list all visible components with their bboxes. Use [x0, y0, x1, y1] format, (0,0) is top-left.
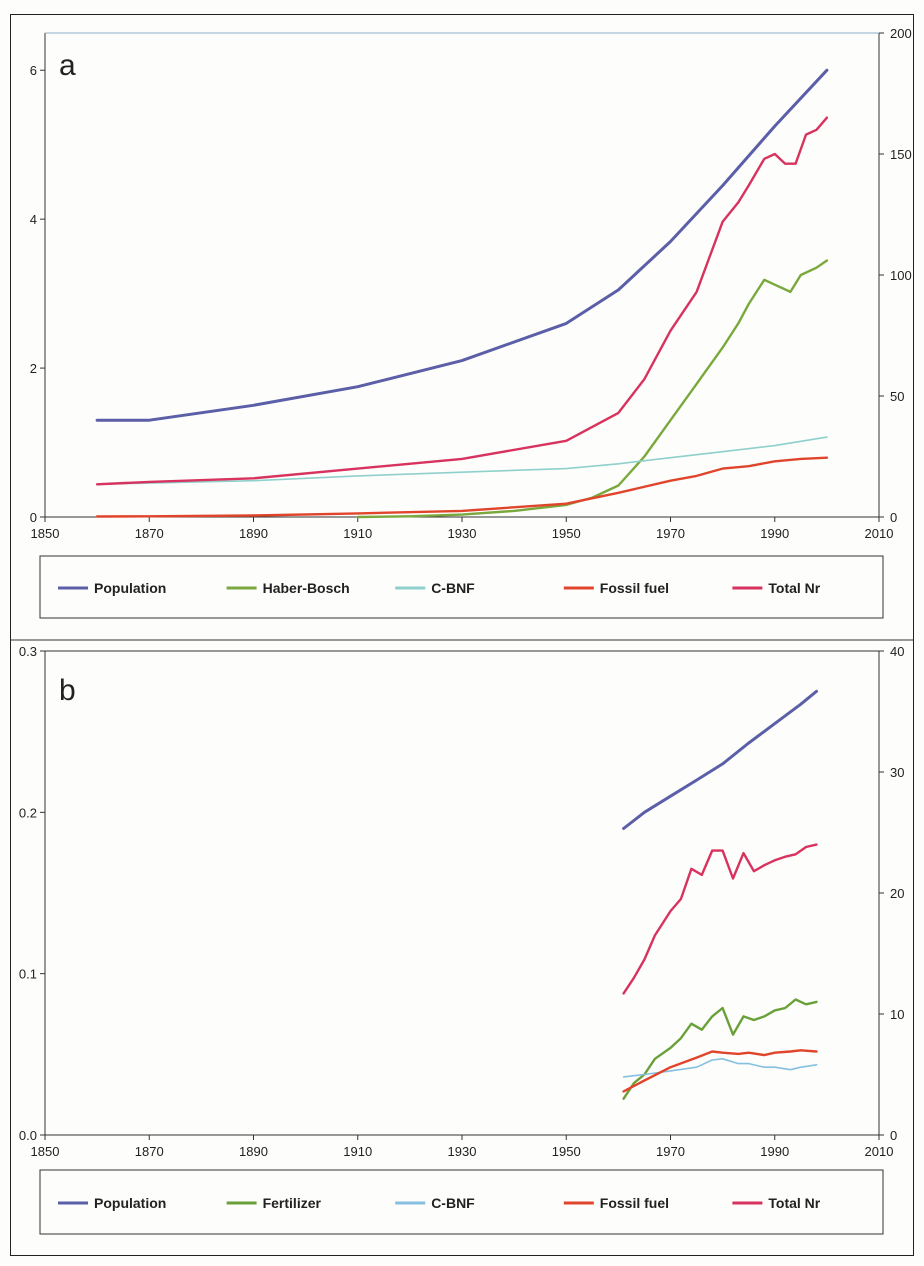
y-right-tick-label: 0 — [890, 510, 897, 525]
series-line-population — [95, 68, 829, 422]
y-right-tick-label: 30 — [890, 765, 904, 780]
x-tick-label: 1930 — [448, 526, 477, 541]
series-line-population — [622, 689, 818, 830]
legend-label: Fossil fuel — [600, 580, 669, 596]
legend: Population Fertilizer C-BNF Fossil fuel Tota… — [39, 1169, 884, 1235]
series-line-fertilizer — [622, 998, 818, 1100]
panel-label: a — [59, 49, 76, 82]
x-tick-label: 1950 — [552, 1144, 581, 1159]
legend-label: Population — [94, 580, 166, 596]
y-right-tick-label: 20 — [890, 886, 904, 901]
x-tick-label: 1910 — [343, 526, 372, 541]
x-tick-label: 1950 — [552, 526, 581, 541]
x-tick-label: 1890 — [239, 526, 268, 541]
x-tick-label: 1870 — [135, 1144, 164, 1159]
y-right-tick-label: 10 — [890, 1007, 904, 1022]
x-tick-label: 1890 — [239, 1144, 268, 1159]
legend-box — [39, 1169, 884, 1235]
series-line-fossil-fuel — [95, 456, 829, 518]
x-tick-label: 2010 — [865, 526, 894, 541]
legend-label: Total Nr — [768, 580, 820, 596]
legend-label: Population — [94, 1195, 166, 1211]
x-tick-label: 1850 — [31, 526, 60, 541]
y-right-tick-label: 150 — [890, 147, 912, 162]
x-tick-label: 1910 — [343, 1144, 372, 1159]
legend-label: Fossil fuel — [600, 1195, 669, 1211]
y-left-tick-label: 6 — [30, 63, 37, 78]
y-left-tick-label: 4 — [30, 212, 37, 227]
x-tick-label: 1870 — [135, 526, 164, 541]
figure-frame — [10, 14, 914, 1256]
y-left-tick-label: 0.3 — [19, 644, 37, 659]
legend: Population Haber-Bosch C-BNF Fossil fuel Tot… — [39, 555, 884, 619]
x-tick-label: 1990 — [760, 1144, 789, 1159]
y-left-tick-label: 0.0 — [19, 1128, 37, 1143]
series-line-total-nr — [622, 843, 818, 995]
panel-label: b — [59, 674, 76, 707]
x-tick-label: 1970 — [656, 1144, 685, 1159]
y-right-tick-label: 50 — [890, 389, 904, 404]
legend-label: Fertilizer — [263, 1195, 322, 1211]
y-right-tick-label: 0 — [890, 1128, 897, 1143]
y-left-tick-label: 0.1 — [19, 967, 37, 982]
x-tick-label: 1930 — [448, 1144, 477, 1159]
y-right-tick-label: 200 — [890, 26, 912, 41]
series-line-total-nr — [95, 116, 829, 486]
legend-box — [39, 555, 884, 619]
y-left-tick-label: 2 — [30, 361, 37, 376]
legend-label: Total Nr — [768, 1195, 820, 1211]
x-tick-label: 1970 — [656, 526, 685, 541]
legend-label: C-BNF — [431, 580, 475, 596]
x-tick-label: 1990 — [760, 526, 789, 541]
legend-label: Haber-Bosch — [263, 580, 350, 596]
legend-label: C-BNF — [431, 1195, 475, 1211]
x-tick-label: 1850 — [31, 1144, 60, 1159]
series-line-c-bnf — [622, 1058, 818, 1078]
y-right-tick-label: 100 — [890, 268, 912, 283]
x-tick-label: 2010 — [865, 1144, 894, 1159]
y-left-tick-label: 0.2 — [19, 805, 37, 820]
y-left-tick-label: 0 — [30, 510, 37, 525]
y-right-tick-label: 40 — [890, 644, 904, 659]
series-line-haber-bosch — [356, 259, 829, 519]
series-line-c-bnf — [96, 436, 828, 486]
series-line-fossil-fuel — [622, 1049, 818, 1093]
